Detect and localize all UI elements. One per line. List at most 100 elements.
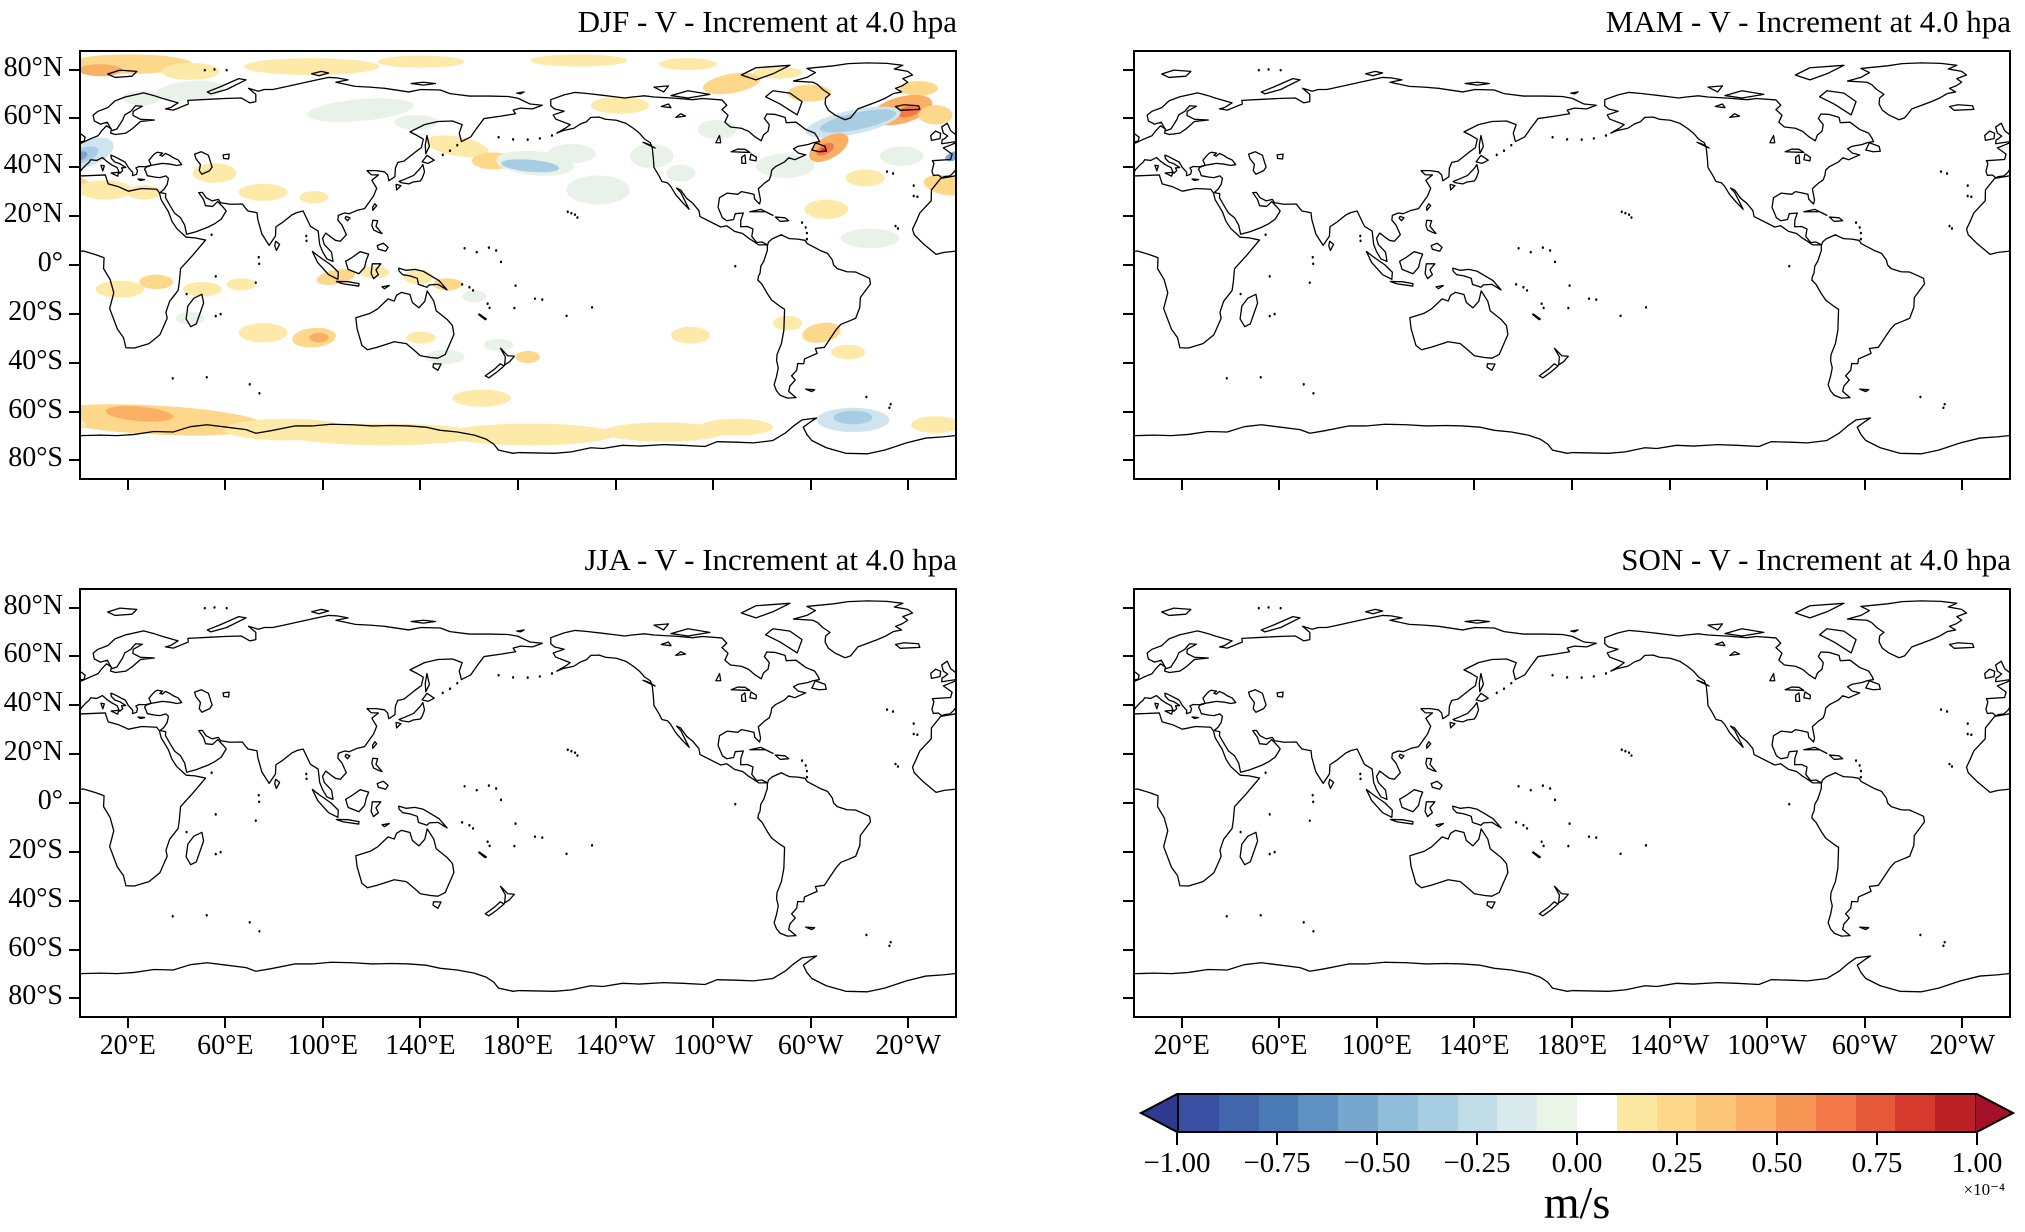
increment-shading-blob (787, 84, 832, 102)
axis-tick (69, 410, 79, 413)
colorbar-tick-label: 0.25 (1651, 1147, 1703, 1179)
lat-tick-label: 60°S (8, 931, 63, 963)
increment-shading-blob (127, 185, 162, 200)
axis-tick (712, 1018, 715, 1028)
axis-tick (614, 1018, 617, 1028)
lat-tick-label: 60°N (3, 638, 63, 670)
increment-shading-blob (515, 350, 540, 364)
axis-tick (321, 1018, 324, 1028)
lon-tick-label: 140°E (1439, 1030, 1510, 1061)
colorbar-right-arrow (1975, 1093, 2015, 1133)
increment-shading-blob (425, 349, 465, 365)
colorbar-segment (1656, 1095, 1697, 1131)
increment-shading-blob (697, 119, 737, 140)
axis-tick (69, 948, 79, 951)
axis-tick (1376, 1133, 1378, 1145)
axis-tick (1123, 899, 1133, 902)
increment-shading-blob (81, 151, 88, 162)
increment-shading-blob (945, 151, 955, 162)
axis-tick (1976, 1133, 1978, 1145)
increment-shading-blob (899, 81, 939, 96)
increment-shading-blob (879, 146, 924, 166)
colorbar-tick-label: 0.00 (1551, 1147, 1603, 1179)
axis-tick (1123, 655, 1133, 658)
increment-shading-blob (238, 183, 288, 201)
axis-tick (809, 480, 812, 490)
increment-shading-blob (95, 280, 145, 298)
lat-tick-label: 20°S (8, 295, 63, 327)
axis-tick (1123, 215, 1133, 218)
map-panel-son (1133, 588, 2011, 1018)
lat-tick-label: 20°S (8, 833, 63, 865)
colorbar-segment (1497, 1095, 1538, 1131)
lon-tick-label: 140°E (385, 1030, 456, 1061)
lon-tick-label: 60°E (197, 1030, 254, 1061)
lat-tick-label: 80°S (8, 442, 63, 474)
lat-tick-label: 60°N (3, 100, 63, 132)
lat-tick-label: 60°S (8, 393, 63, 425)
increment-shading-blob (831, 344, 866, 360)
lon-tick-label: 20°W (875, 1030, 942, 1061)
increment-shading-blob (175, 312, 205, 325)
increment-shading-blob (309, 332, 329, 343)
increment-shading-blob (406, 331, 436, 344)
panel-title-son: SON - V - Increment at 4.0 hpa (1621, 542, 2011, 577)
increment-shading-blob (755, 153, 815, 178)
axis-tick (69, 459, 79, 462)
increment-shading-blob (702, 72, 761, 95)
axis-tick (907, 1018, 910, 1028)
increment-shading-blob (139, 274, 174, 290)
increment-shading-blob (918, 105, 953, 125)
axis-tick (1776, 1133, 1778, 1145)
lat-tick-label: 40°N (3, 149, 63, 181)
axis-tick (1123, 704, 1133, 707)
increment-shading-blob (840, 228, 900, 249)
axis-tick (1766, 480, 1769, 490)
axis-tick (1473, 480, 1476, 490)
axis-tick (1278, 480, 1281, 490)
increment-shading-blob (802, 322, 841, 343)
axis-tick (1375, 480, 1378, 490)
lon-tick-label: 180°E (482, 1030, 554, 1061)
lat-tick-label: 80°S (8, 980, 63, 1012)
lon-tick-label: 100°W (1727, 1030, 1807, 1061)
axis-tick (69, 802, 79, 804)
panel-title-mam: MAM - V - Increment at 4.0 hpa (1605, 4, 2011, 39)
axis-tick (224, 480, 227, 490)
colorbar-segment (1218, 1095, 1259, 1131)
increment-shading-blob (897, 105, 921, 118)
axis-tick (614, 480, 617, 490)
axis-tick (1180, 1018, 1183, 1028)
lon-tick-label: 20°E (1153, 1030, 1210, 1061)
increment-shading-blob (306, 98, 414, 122)
colorbar-segment (1298, 1095, 1339, 1131)
axis-tick (1123, 997, 1133, 1000)
colorbar-left-arrow (1139, 1093, 1179, 1133)
axis-tick (712, 480, 715, 490)
increment-shading-blob (377, 55, 465, 68)
axis-tick (1123, 753, 1133, 756)
increment-shading-blob (81, 180, 132, 200)
increment-shading-blob (670, 326, 710, 344)
increment-shading-blob (590, 96, 650, 114)
increment-shading-blob (700, 418, 773, 436)
colorbar-tick-label: 0.75 (1851, 1147, 1903, 1179)
lat-tick-label: 0° (37, 785, 63, 816)
axis-tick (1375, 1018, 1378, 1028)
colorbar-segment (1815, 1095, 1856, 1131)
increment-shading-blob (530, 54, 628, 67)
colorbar (1139, 1093, 2016, 1133)
axis-tick (907, 480, 910, 490)
increment-shading-blob (105, 406, 174, 422)
panel-title-jja: JJA - V - Increment at 4.0 hpa (584, 542, 958, 577)
colorbar-tick-label: −0.25 (1443, 1147, 1511, 1179)
increment-shading-blob (192, 163, 237, 183)
axis-tick (1176, 1133, 1178, 1145)
colorbar-scale-note: ×10⁻⁴ (1963, 1180, 2006, 1199)
axis-tick (1571, 1018, 1573, 1028)
increment-shading-blob (602, 422, 725, 442)
colorbar-tick-label: −0.50 (1343, 1147, 1411, 1179)
colorbar-segment (1855, 1095, 1896, 1131)
colorbar-body (1177, 1093, 1977, 1133)
